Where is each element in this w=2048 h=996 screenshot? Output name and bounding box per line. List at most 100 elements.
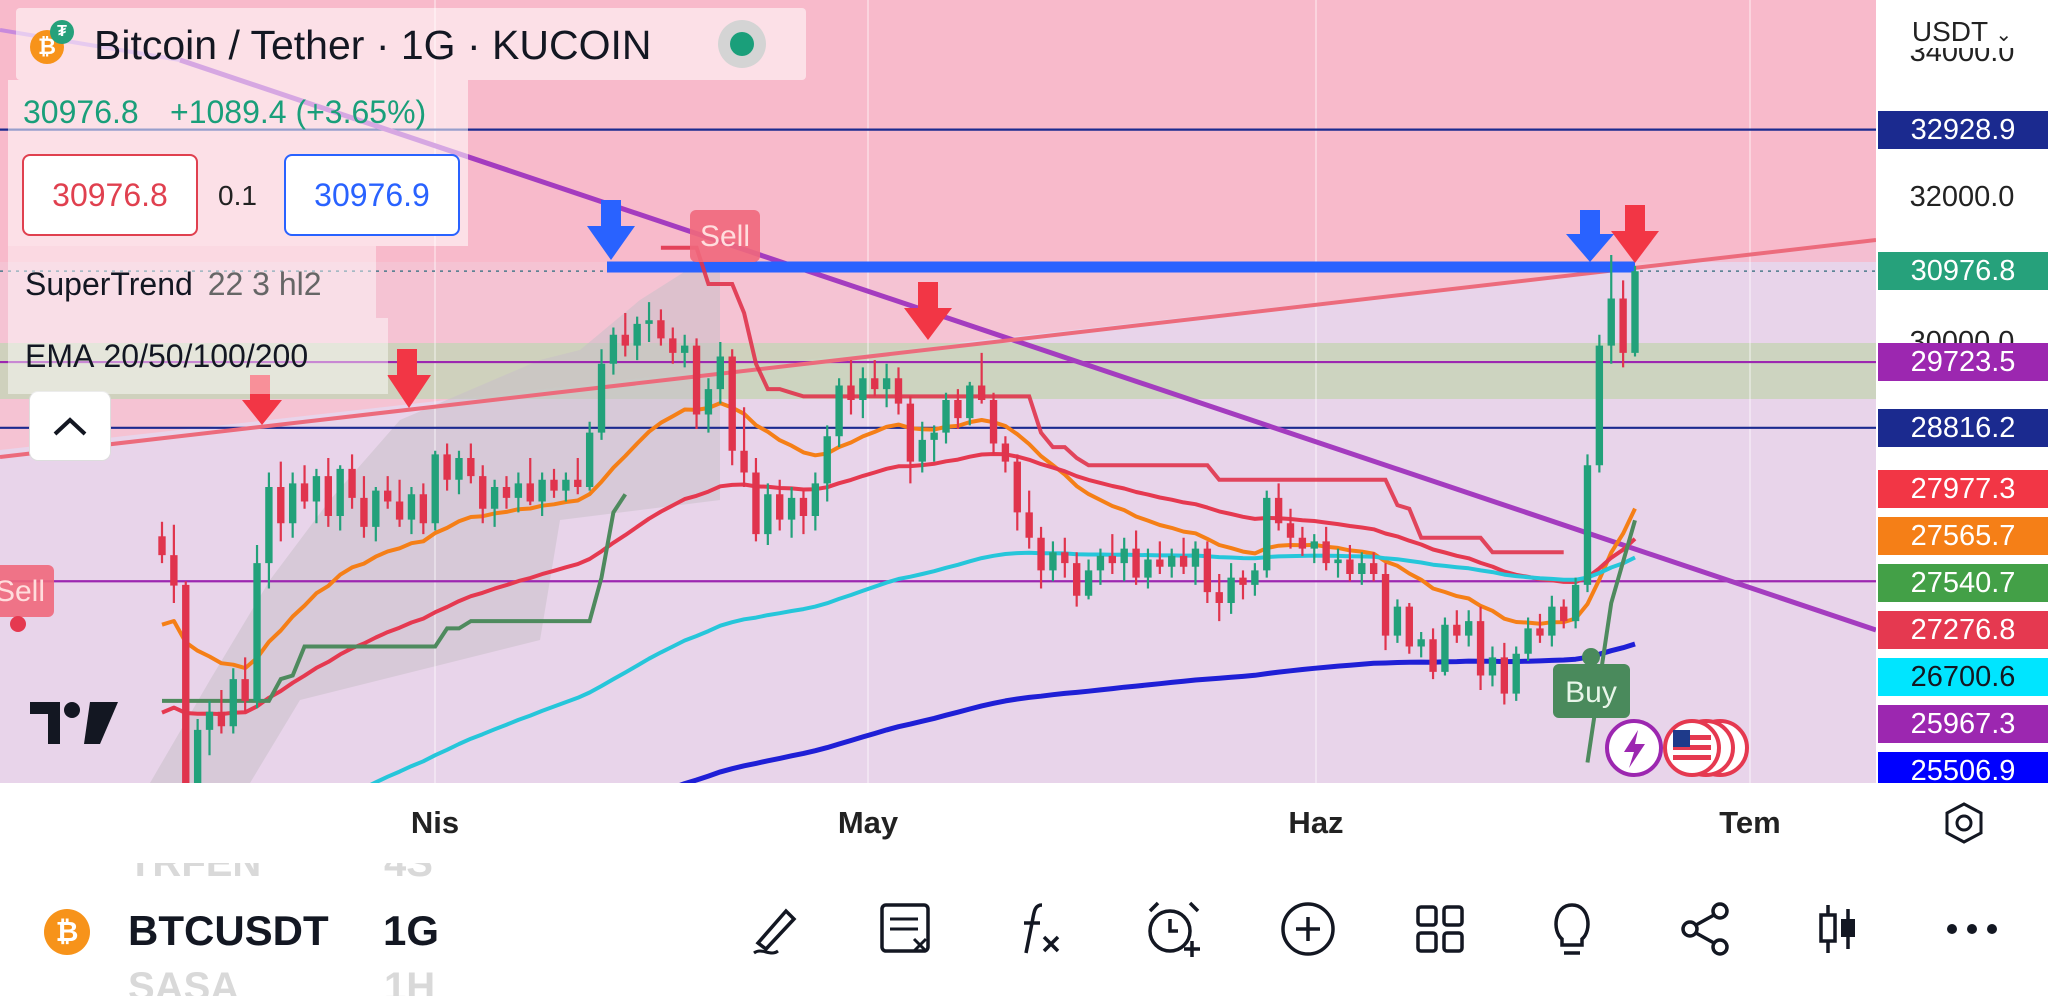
candle-body	[514, 483, 523, 498]
collapse-legend-button[interactable]	[30, 392, 110, 460]
candle-body	[1358, 563, 1366, 574]
market-status-indicator[interactable]	[718, 20, 766, 68]
candle-body	[1369, 563, 1378, 574]
candle-body	[1120, 548, 1128, 564]
more-icon[interactable]	[1940, 897, 2004, 961]
candle-body	[1346, 559, 1354, 574]
candle-body	[288, 483, 297, 524]
sell-arrow	[387, 349, 431, 408]
time-axis[interactable]: Nis May Haz Tem	[0, 783, 2048, 865]
indicator-name: EMA	[25, 338, 93, 374]
support-band	[0, 343, 1876, 399]
chart-settings-icon[interactable]	[1942, 801, 1986, 845]
candle-body	[1548, 606, 1556, 636]
candle-body	[336, 468, 344, 516]
candle-body	[954, 400, 962, 419]
chart-area[interactable]: Sell Sell Buy	[0, 0, 1876, 783]
candle-body	[1536, 628, 1544, 636]
indicator-lines	[161, 245, 1637, 783]
candle-body	[229, 679, 237, 727]
candle-body	[1001, 443, 1010, 462]
share-icon[interactable]	[1674, 897, 1738, 961]
candle-type-icon[interactable]	[1806, 897, 1870, 961]
buy-arrow	[587, 200, 635, 260]
candle-body	[645, 320, 653, 324]
candle-body	[1524, 628, 1532, 654]
events-icons[interactable]	[1605, 719, 1749, 777]
candle-body	[1298, 537, 1307, 549]
note-icon[interactable]	[874, 897, 938, 961]
symbol-name: BTCUSDT	[128, 907, 329, 954]
indicator-supertrend[interactable]: SuperTrend 22 3 hl2	[8, 246, 376, 318]
candle-body	[585, 432, 594, 487]
alarm-add-icon[interactable]	[1142, 897, 1206, 961]
interval-selector[interactable]: 1G	[383, 907, 440, 954]
candle-body	[1631, 271, 1639, 353]
candle-body	[692, 345, 701, 415]
grid-icon[interactable]	[1408, 897, 1472, 961]
bitcoin-icon: ₿	[44, 909, 90, 955]
candle-body	[1251, 570, 1259, 585]
candle-body	[1073, 563, 1081, 596]
indicators-fx-icon[interactable]	[1008, 897, 1072, 961]
candle-body	[1156, 559, 1164, 567]
candle-body	[1191, 548, 1200, 567]
chevron-down-icon: ⌄	[1995, 24, 2013, 46]
price-label: 30976.8	[1878, 252, 2048, 291]
candle-body	[1417, 639, 1425, 647]
candle-body	[479, 476, 487, 509]
candle-body	[419, 494, 428, 524]
candle-body	[918, 439, 926, 462]
currency-selector[interactable]: USDT ⌄	[1876, 16, 2048, 48]
candle-body	[1595, 345, 1604, 466]
candle-body	[1013, 461, 1021, 513]
add-circle-icon[interactable]	[1276, 897, 1340, 961]
candle-body	[740, 450, 748, 473]
indicator-ema[interactable]: EMA 20/50/100/200	[8, 318, 388, 394]
candle-body	[158, 536, 166, 556]
candle-body	[443, 454, 451, 480]
price-label: 32928.9	[1878, 110, 2048, 149]
indicator-params: 22 3 hl2	[207, 266, 322, 302]
price-label: 27276.8	[1878, 610, 2048, 649]
candle-body	[1215, 592, 1223, 603]
price-label: 28816.2	[1878, 408, 2048, 447]
ema-line	[161, 401, 1637, 671]
candle-body	[372, 490, 380, 527]
candle-body	[526, 483, 534, 502]
candle-body	[752, 472, 760, 535]
candle-body	[835, 385, 843, 437]
ghost-interval-below: 1H	[384, 965, 436, 996]
pencil-icon[interactable]	[744, 897, 808, 961]
candle-body	[1560, 606, 1568, 622]
candle-body	[490, 487, 499, 509]
candle-body	[823, 436, 831, 484]
candle-body	[407, 494, 416, 520]
candle-body	[1583, 465, 1592, 585]
price-label: 25967.3	[1878, 704, 2048, 743]
candle-body	[1108, 555, 1117, 564]
candle-body	[265, 487, 273, 564]
candle-body	[728, 356, 736, 451]
price-scale[interactable]: USDT ⌄ 34000.0 32000.0 30000.0 32928.9 30976…	[1876, 0, 2048, 783]
candle-body	[680, 345, 689, 353]
sell-price-button[interactable]: 30976.8	[22, 154, 198, 236]
candle-body	[1274, 497, 1283, 524]
candle-body	[1037, 537, 1045, 571]
candle-body	[348, 468, 356, 498]
idea-bulb-icon[interactable]	[1540, 897, 1604, 961]
sell-arrow	[904, 282, 952, 340]
price-change: +1089.4 (+3.65%)	[170, 94, 427, 130]
candle-body	[1334, 559, 1342, 564]
candle-body	[300, 483, 309, 502]
buy-price-button[interactable]: 30976.9	[284, 154, 460, 236]
candle-body	[502, 487, 511, 498]
candle-body	[1227, 577, 1235, 603]
buy-arrow	[1566, 210, 1614, 262]
candle-body	[1132, 548, 1140, 578]
candle-body	[550, 479, 558, 491]
symbol-title-row[interactable]: ₿ ₮ Bitcoin / Tether · 1G · KUCOIN	[16, 8, 806, 80]
candle-body	[657, 320, 665, 339]
candle-body	[1061, 552, 1069, 564]
candle-body	[597, 363, 606, 433]
